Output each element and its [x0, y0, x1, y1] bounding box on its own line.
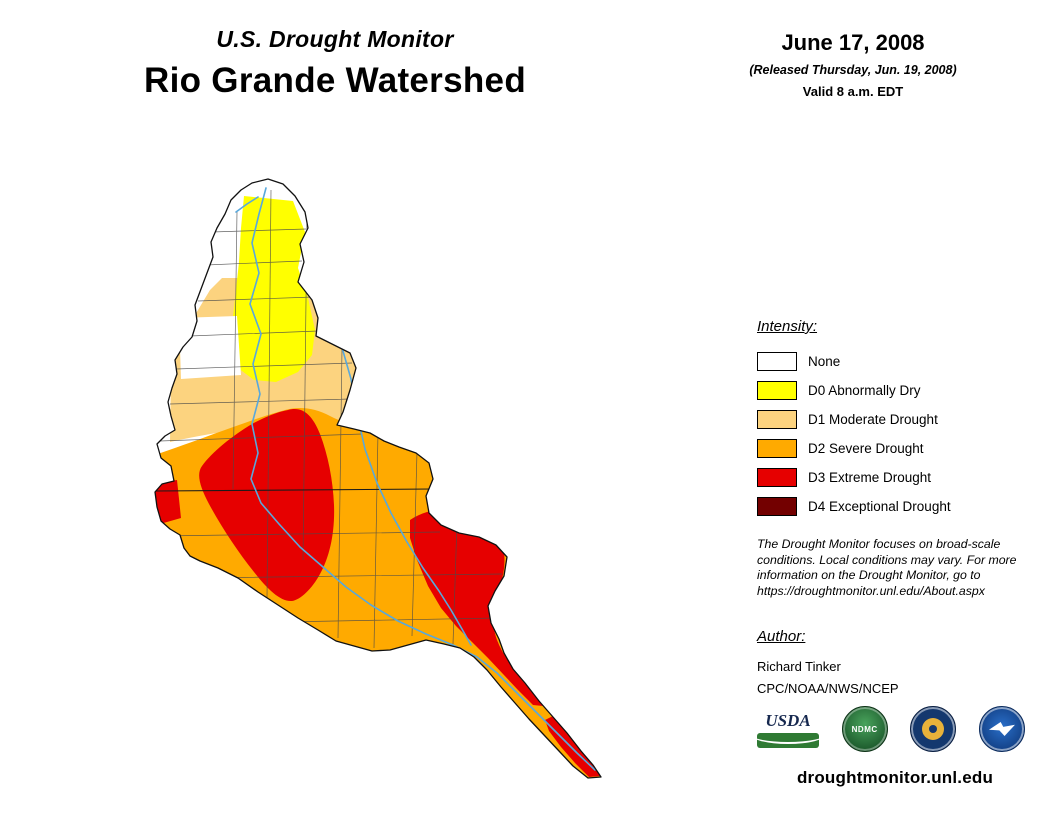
legend-item-d3: D3 Extreme Drought — [757, 463, 1029, 492]
state-border-line — [155, 488, 434, 492]
legend-label: D1 Moderate Drought — [808, 412, 938, 427]
region-d3-east — [410, 509, 543, 706]
report-supertitle: U.S. Drought Monitor — [216, 26, 454, 52]
swatch-d1 — [757, 410, 797, 429]
map-date: June 17, 2008 — [781, 30, 925, 55]
page-title: Rio Grande Watershed — [144, 61, 526, 100]
disclaimer-text: The Drought Monitor focuses on broad-sca… — [757, 537, 1017, 599]
valid-time: Valid 8 a.m. EDT — [802, 84, 904, 99]
intensity-legend: Intensity: None D0 Abnormally Dry D1 Mod… — [757, 318, 1029, 521]
swatch-d2 — [757, 439, 797, 458]
legend-label: D2 Severe Drought — [808, 441, 924, 456]
swatch-d0 — [757, 381, 797, 400]
release-date: (Released Thursday, Jun. 19, 2008) — [749, 63, 957, 77]
ndmc-logo-text: NDMC — [851, 724, 878, 734]
legend-item-none: None — [757, 347, 1029, 376]
pecos-river — [332, 311, 472, 646]
legend-item-d1: D1 Moderate Drought — [757, 405, 1029, 434]
region-d3-west — [155, 480, 181, 524]
region-d0-abnormally-dry — [230, 196, 315, 382]
header: U.S. Drought Monitor Rio Grande Watershe… — [70, 26, 600, 101]
county-lines — [159, 189, 503, 649]
author-name: Richard Tinker — [757, 659, 841, 674]
legend-label: D3 Extreme Drought — [808, 470, 932, 485]
region-none-west — [179, 316, 241, 379]
date-block: June 17, 2008 (Released Thursday, Jun. 1… — [727, 30, 979, 99]
noaa-logo — [978, 706, 1025, 752]
cpc-seal-logo — [910, 706, 957, 752]
river-lines — [235, 187, 596, 771]
site-url: droughtmonitor.unl.edu — [796, 768, 994, 787]
usda-logo-swoosh-icon — [757, 732, 819, 748]
legend-label: D4 Exceptional Drought — [808, 499, 951, 514]
legend-label: D0 Abnormally Dry — [808, 383, 921, 398]
swatch-d3 — [757, 468, 797, 487]
noaa-bird-icon — [988, 722, 1015, 736]
legend-item-d0: D0 Abnormally Dry — [757, 376, 1029, 405]
legend-label: None — [808, 354, 841, 369]
headwater-stream — [235, 196, 259, 213]
watershed-boundary — [154, 178, 602, 779]
legend-item-d2: D2 Severe Drought — [757, 434, 1029, 463]
author-heading: Author: — [757, 628, 806, 645]
usda-logo: USDA — [757, 711, 819, 748]
region-d3-central — [199, 409, 335, 602]
rio-grande-river — [249, 187, 596, 771]
author-org: CPC/NOAA/NWS/NCEP — [757, 681, 899, 696]
legend-heading: Intensity: — [757, 318, 818, 335]
cpc-seal-emblem-icon — [922, 718, 945, 740]
swatch-d4 — [757, 497, 797, 516]
legend-item-d4: D4 Exceptional Drought — [757, 492, 1029, 521]
swatch-none — [757, 352, 797, 371]
ndmc-logo: NDMC — [841, 706, 888, 752]
agency-logos: USDA NDMC — [757, 706, 1025, 752]
usda-logo-text: USDA — [765, 710, 811, 730]
author-block: Author: Richard Tinker CPC/NOAA/NWS/NCEP — [757, 628, 1029, 696]
